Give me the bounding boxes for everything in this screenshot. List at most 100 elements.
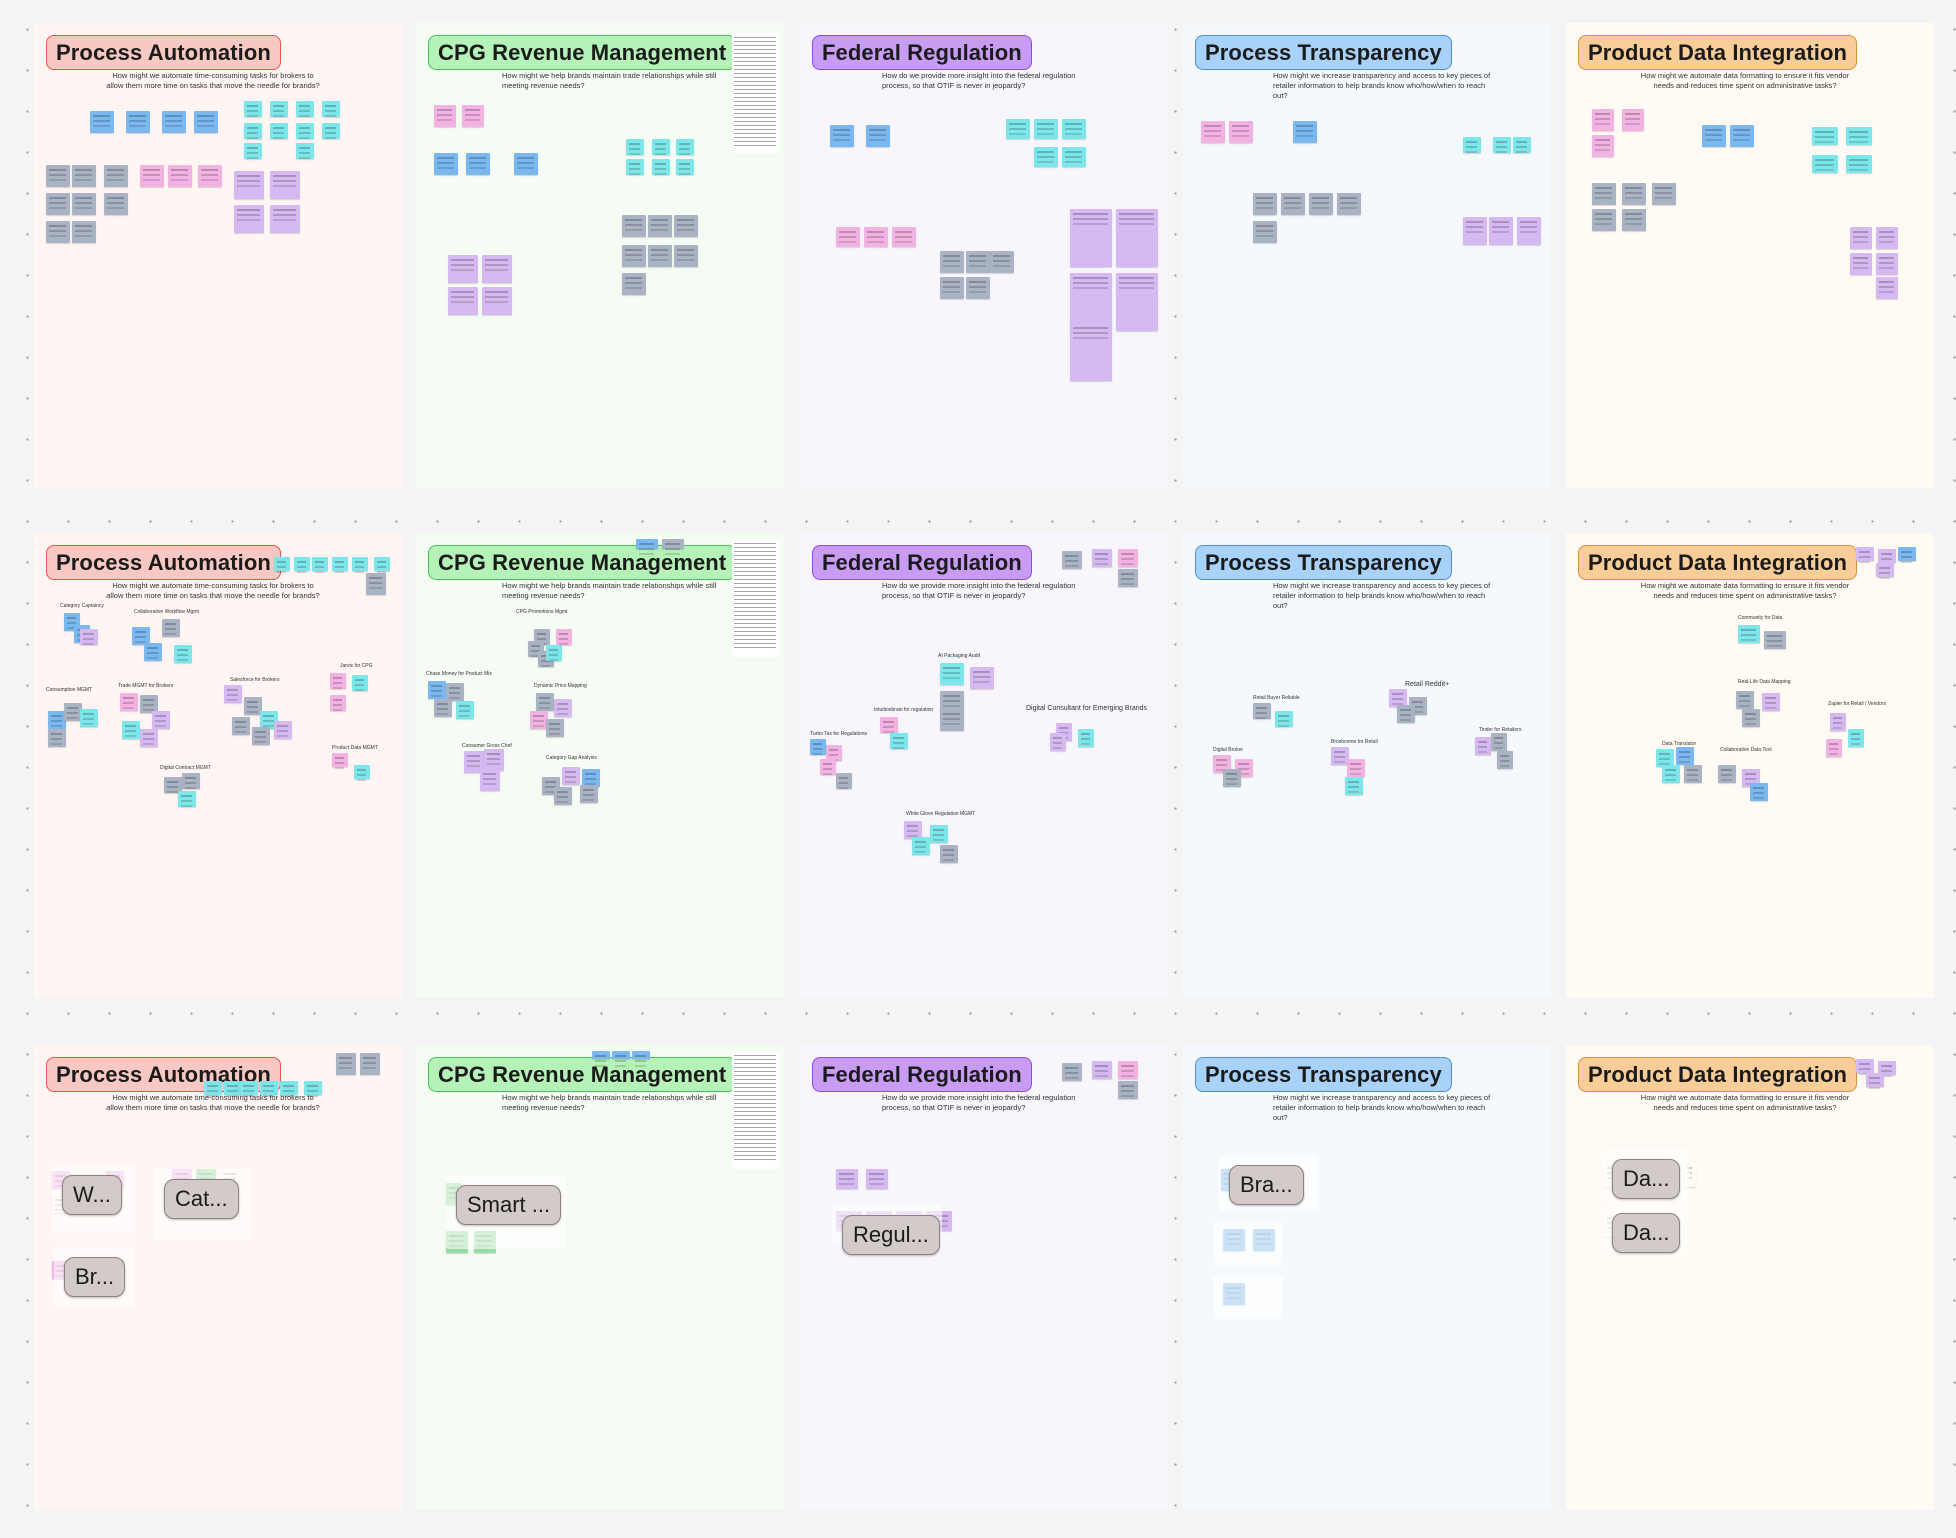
sticky-note[interactable] [464, 751, 484, 773]
sticky-note[interactable] [940, 845, 958, 863]
sticky-note[interactable] [144, 643, 162, 661]
sticky-note[interactable] [46, 221, 70, 243]
sticky-note[interactable] [244, 697, 262, 715]
sticky-note[interactable] [1229, 121, 1253, 143]
sticky-note[interactable] [892, 227, 916, 247]
sticky-note[interactable] [556, 629, 572, 645]
sticky-note[interactable] [80, 709, 98, 727]
sticky-note[interactable] [1742, 709, 1760, 727]
sticky-note[interactable] [72, 165, 96, 187]
sticky-note[interactable] [280, 1081, 298, 1095]
sticky-note[interactable] [1866, 1073, 1884, 1087]
sticky-note[interactable] [1275, 711, 1293, 727]
theme-frame-cpg-revenue-management[interactable]: CPG Revenue Management How might we help … [416, 1045, 784, 1510]
sticky-note[interactable] [448, 287, 478, 315]
sticky-note[interactable] [434, 105, 456, 127]
sticky-note[interactable] [866, 125, 890, 147]
sticky-note[interactable] [536, 693, 554, 711]
sticky-note[interactable] [940, 663, 964, 685]
sticky-note[interactable] [1592, 209, 1616, 231]
sticky-note[interactable] [1070, 273, 1112, 331]
sticky-note[interactable] [676, 139, 694, 155]
sticky-note[interactable] [270, 171, 300, 199]
sticky-note[interactable] [912, 837, 930, 855]
sticky-note[interactable] [296, 123, 314, 139]
sticky-note[interactable] [434, 699, 452, 717]
sticky-note[interactable] [582, 769, 600, 787]
sticky-note[interactable] [46, 165, 70, 187]
sticky-note[interactable] [1389, 689, 1407, 707]
sticky-note[interactable] [1848, 729, 1864, 747]
sticky-note[interactable] [270, 101, 288, 117]
sticky-note[interactable] [612, 1051, 630, 1059]
sticky-note[interactable] [1281, 193, 1305, 215]
sticky-note[interactable] [1092, 549, 1112, 567]
theme-frame-cpg-revenue-management[interactable]: CPG Revenue Management How might we help … [416, 23, 784, 488]
collapsed-cluster[interactable]: Da... [1612, 1159, 1681, 1199]
sticky-note[interactable] [296, 101, 314, 117]
sticky-note[interactable] [632, 1051, 650, 1059]
sticky-note[interactable] [940, 251, 964, 273]
sticky-note[interactable] [1116, 273, 1158, 331]
sticky-note[interactable] [1662, 765, 1680, 783]
sticky-note[interactable] [194, 111, 218, 133]
sticky-note[interactable] [1513, 137, 1531, 153]
sticky-note[interactable] [104, 165, 128, 187]
theme-frame-process-automation[interactable]: Process Automation How might we automate … [34, 1045, 402, 1510]
sticky-note[interactable] [1622, 183, 1646, 205]
sticky-note[interactable] [810, 739, 826, 755]
sticky-note[interactable] [198, 165, 222, 187]
sticky-note[interactable] [1876, 253, 1898, 275]
sticky-note[interactable] [104, 193, 128, 215]
sticky-note[interactable] [652, 139, 670, 155]
sticky-note[interactable] [1078, 729, 1094, 747]
sticky-note[interactable] [466, 153, 490, 175]
sticky-note[interactable] [72, 193, 96, 215]
sticky-note[interactable] [482, 287, 512, 315]
sticky-note[interactable] [352, 675, 368, 691]
sticky-note[interactable] [830, 125, 854, 147]
sticky-note[interactable] [904, 821, 922, 839]
sticky-note[interactable] [554, 699, 572, 717]
sticky-note[interactable] [174, 645, 192, 663]
sticky-note[interactable] [1878, 1061, 1896, 1075]
sticky-note[interactable] [1062, 1063, 1082, 1081]
sticky-note[interactable] [990, 251, 1014, 273]
sticky-note[interactable] [1762, 693, 1780, 711]
sticky-note[interactable] [1253, 221, 1277, 243]
sticky-note[interactable] [1812, 155, 1838, 173]
sticky-note[interactable] [622, 215, 646, 237]
sticky-note[interactable] [1898, 547, 1916, 561]
sticky-note[interactable] [1736, 691, 1754, 709]
theme-frame-process-automation[interactable]: Process Automation How might we automate … [34, 533, 402, 998]
sticky-note[interactable] [1309, 193, 1333, 215]
sticky-note[interactable] [1034, 119, 1058, 139]
collapsed-cluster[interactable]: Bra... [1229, 1165, 1304, 1205]
sticky-note[interactable] [880, 717, 898, 733]
sticky-note[interactable] [120, 693, 138, 711]
sticky-note[interactable] [1718, 765, 1736, 783]
sticky-note[interactable] [1652, 183, 1676, 205]
sticky-note[interactable] [940, 277, 964, 299]
sticky-note[interactable] [312, 557, 328, 571]
sticky-note[interactable] [662, 539, 684, 549]
sticky-note[interactable] [1034, 147, 1058, 167]
sticky-note[interactable] [562, 767, 580, 785]
sticky-note[interactable] [1830, 713, 1846, 731]
sticky-note[interactable] [1006, 119, 1030, 139]
sticky-note[interactable] [330, 673, 346, 689]
sticky-note[interactable] [1118, 1061, 1138, 1079]
sticky-note[interactable] [1253, 193, 1277, 215]
sticky-note[interactable] [484, 749, 504, 771]
collapsed-cluster[interactable]: W... [62, 1175, 122, 1215]
sticky-note[interactable] [1856, 1059, 1874, 1073]
theme-frame-product-data-integration[interactable]: Product Data Integration How might we aut… [1566, 533, 1934, 998]
sticky-note[interactable] [270, 205, 300, 233]
sticky-note[interactable] [122, 721, 140, 739]
sticky-note[interactable] [366, 573, 386, 595]
sticky-note[interactable] [162, 111, 186, 133]
sticky-note[interactable] [1062, 147, 1086, 167]
sticky-note[interactable] [648, 215, 672, 237]
sticky-note[interactable] [1118, 1081, 1138, 1099]
sticky-note[interactable] [1622, 109, 1644, 131]
